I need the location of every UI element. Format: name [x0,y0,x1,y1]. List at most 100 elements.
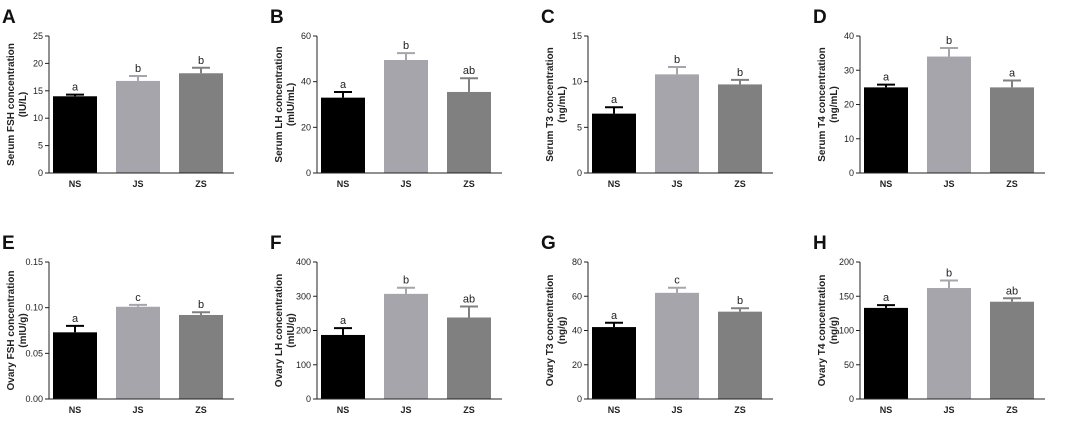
y-tick-label: 0 [849,394,854,404]
y-tick-label: 0 [577,394,582,404]
significance-letter: ab [463,65,475,77]
significance-letter: b [135,63,141,75]
significance-letter: b [946,267,952,279]
category-label: NS [880,179,893,189]
y-tick-label: 25 [33,31,43,41]
significance-letter: c [674,275,680,287]
panel-b: B Serum LH concentration(mIU/mL) a NS b JS ab Z… [270,7,502,189]
y-axis-title-line: Serum T4 concentration [817,47,828,161]
y-tick-label: 0.05 [25,348,43,358]
y-tick-label: 0 [38,168,43,178]
y-axis-title: Serum LH concentration(mIU/mL) [274,46,297,162]
y-tick-label: 0 [849,168,854,178]
y-tick-label: 100 [839,326,854,336]
y-tick-label: 10 [33,113,43,123]
category-label: JS [132,405,143,415]
significance-letter: c [135,292,141,304]
bar-js [116,80,160,173]
y-tick-label: 0.15 [25,257,43,267]
bar-js [927,288,971,399]
bar-zs [990,301,1034,399]
significance-letter: a [340,315,347,327]
significance-letter: a [72,82,79,94]
y-axis-title-line: (ng/mL) [557,86,568,123]
panel-c: C Serum T3 concentration(ng/mL) a NS b JS b ZS 0… [541,7,773,189]
significance-letter: a [1009,68,1016,80]
significance-letter: b [198,299,204,311]
y-axis-title-line: (ng/g) [557,317,568,345]
bar-ns [592,113,636,173]
y-tick-label: 200 [296,326,311,336]
panel-h: H Ovary T4 concentration(ng/g) a NS b JS ab ZS 0… [813,233,1045,415]
y-axis-title-line: (mIU/mL) [286,83,297,126]
panel-letter: C [541,7,555,28]
category-label: ZS [734,405,746,415]
significance-letter: a [611,94,618,106]
panel-letter: A [2,7,16,28]
y-tick-label: 30 [844,65,854,75]
y-tick-label: 40 [572,326,582,336]
bar-zs [179,314,223,399]
y-tick-label: 300 [296,291,311,301]
significance-letter: b [737,295,743,307]
bar-zs [718,311,762,399]
significance-letter: a [883,292,890,304]
y-axis-title-line: (ng/g) [829,317,840,345]
y-axis-title-line: Ovary T4 concentration [817,275,828,387]
significance-letter: a [611,310,618,322]
bar-js [655,74,699,173]
category-label: JS [671,405,682,415]
category-label: ZS [1006,179,1018,189]
category-label: ZS [195,179,207,189]
significance-letter: b [403,40,409,52]
bar-js [927,56,971,173]
y-tick-label: 0 [577,168,582,178]
y-tick-label: 60 [301,31,311,41]
significance-letter: ab [1006,285,1018,297]
significance-letter: b [403,275,409,287]
y-axis-title-line: Serum LH concentration [274,46,285,162]
panel-g: G Ovary T3 concentration(ng/g) a NS c JS b ZS 0 2… [541,233,773,415]
y-tick-label: 20 [572,360,582,370]
y-tick-label: 10 [572,77,582,87]
y-axis-title: Ovary LH concentration(mIU/g) [274,274,297,387]
category-label: ZS [463,405,475,415]
category-label: JS [400,405,411,415]
category-label: ZS [1006,405,1018,415]
y-tick-label: 10 [844,134,854,144]
panel-letter: H [813,233,827,254]
significance-letter: a [72,313,79,325]
bar-ns [53,332,97,399]
y-axis-title-line: (ng/mL) [829,86,840,123]
category-label: JS [400,179,411,189]
bar-js [655,292,699,399]
bar-zs [447,317,491,399]
y-tick-label: 400 [296,257,311,267]
y-tick-label: 15 [572,31,582,41]
y-axis-title: Ovary FSH concentration(mIU/g) [6,270,29,390]
y-tick-label: 50 [844,360,854,370]
significance-letter: b [946,35,952,47]
y-tick-label: 0 [306,168,311,178]
category-label: NS [880,405,893,415]
y-tick-label: 20 [301,122,311,132]
category-label: ZS [463,179,475,189]
y-tick-label: 5 [38,141,43,151]
y-tick-label: 0 [306,394,311,404]
panel-letter: G [541,233,556,254]
y-tick-label: 0.00 [25,394,43,404]
significance-letter: ab [463,294,475,306]
y-axis-title-line: Serum FSH concentration [6,43,17,166]
y-tick-label: 20 [33,58,43,68]
y-tick-label: 40 [301,77,311,87]
bar-js [384,59,428,173]
y-tick-label: 5 [577,122,582,132]
category-label: NS [608,179,621,189]
category-label: JS [132,179,143,189]
bar-ns [592,327,636,399]
y-axis-title-line: Serum T3 concentration [545,47,556,161]
category-label: NS [337,179,350,189]
bar-zs [179,73,223,173]
